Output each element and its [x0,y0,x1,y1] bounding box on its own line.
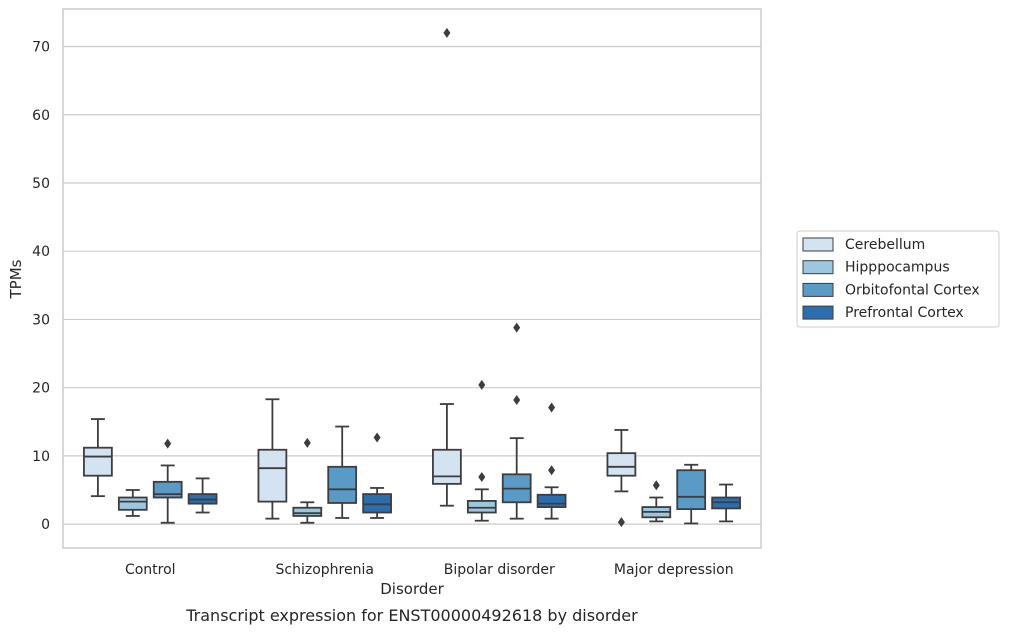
y-tick-label: 0 [41,517,50,533]
legend-frame [796,230,1000,328]
outlier-point [548,402,556,413]
x-tick-labels: Control Schizophrenia Bipolar disorder Majo… [125,562,734,578]
box-plot [711,483,741,523]
legend-label: Cerebellum [845,237,925,253]
grid-lines [63,45,761,525]
series-cerebellum [83,27,637,528]
x-tick-label: Schizophrenia [276,562,374,578]
box-plot [117,489,148,517]
y-tick-label: 20 [32,381,50,397]
legend-label: Hipppocampus [845,260,950,276]
y-tick-labels: 0 10 20 30 40 50 60 70 [32,40,50,534]
outlier-point [513,322,521,333]
box-plot [536,402,567,520]
box-series [83,27,741,528]
y-tick-label: 70 [32,40,50,56]
box-plot [432,27,462,507]
y-tick-label: 40 [32,244,50,260]
outlier-point [617,517,625,528]
legend-label: Prefrontal Cortex [845,305,964,321]
outlier-point [164,438,172,449]
box-plot [501,322,532,520]
x-tick-label: Bipolar disorder [444,562,555,578]
box-plot [606,429,637,528]
plot-frame [62,8,762,549]
legend: Cerebellum Hipppocampus Orbitofontal Corte… [796,230,1000,328]
box-plot [676,463,707,525]
legend-label: Orbitofontal Cortex [845,282,980,298]
outlier-point [478,379,486,390]
legend-swatch [802,237,834,252]
x-axis-label: Disorder [380,580,444,598]
box-plot [83,418,113,498]
outlier-point [513,394,521,405]
series-prefrontal-cortex [187,402,741,523]
box-plot [362,432,392,519]
outlier-point [303,437,311,448]
x-tick-label: Major depression [614,562,734,578]
box-plot [152,438,183,524]
legend-swatch [802,260,834,275]
outlier-point [443,27,451,38]
x-tick-label: Control [125,562,176,578]
series-hipppocampus [117,379,672,524]
box-plot [327,425,358,519]
box [257,448,288,503]
legend-swatch [802,282,834,297]
outlier-point [373,432,381,443]
box [536,493,567,508]
box [676,469,707,511]
box-plot [292,437,323,524]
legend-swatch [802,305,834,320]
box [83,446,113,477]
box [432,448,462,485]
box [117,496,148,511]
box-plot [257,398,288,520]
box [152,480,183,499]
box-plot [187,477,218,514]
y-tick-label: 30 [32,312,50,328]
box-plot [641,480,672,523]
y-tick-label: 50 [32,176,50,192]
box [327,465,358,504]
y-tick-label: 60 [32,108,50,124]
y-tick-label: 10 [32,449,50,465]
chart-caption: Transcript expression for ENST0000049261… [185,606,638,625]
box [292,506,323,517]
series-orbitofontal-cortex [152,322,707,525]
outlier-point [548,465,556,476]
box-plot [466,379,497,522]
box [606,452,637,477]
y-axis-label: TPMs [7,259,25,299]
outlier-point [478,472,486,483]
box [362,493,392,514]
outlier-point [652,480,660,491]
box [466,500,497,514]
